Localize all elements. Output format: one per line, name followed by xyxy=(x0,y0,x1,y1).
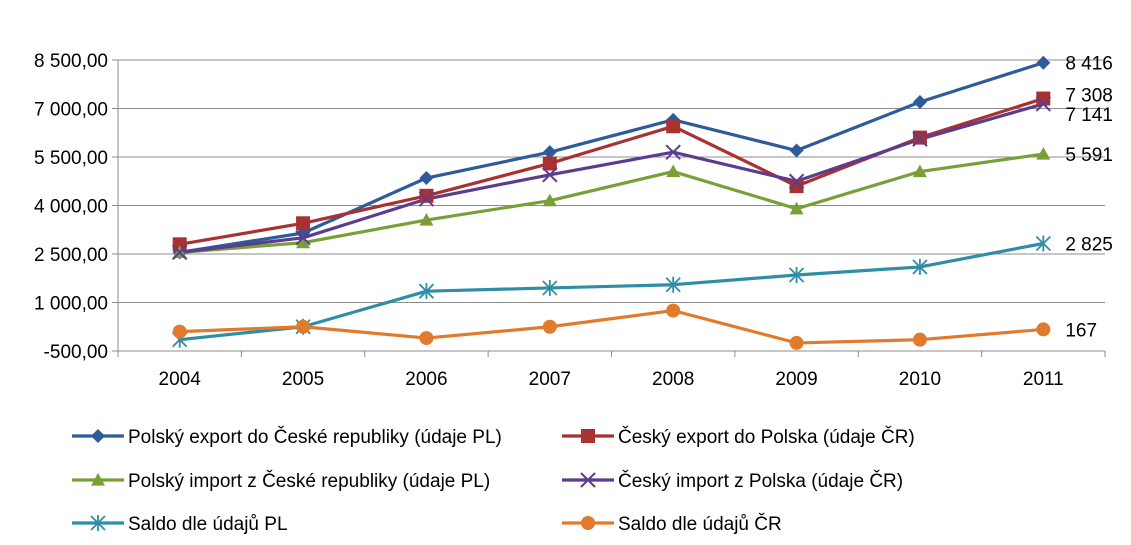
data-point xyxy=(912,130,927,145)
legend: Polský export do České republiky (údaje … xyxy=(72,426,915,535)
data-point xyxy=(295,230,311,246)
legend-item: Saldo dle údajů ČR xyxy=(562,513,782,535)
legend-label: Saldo dle údajů ČR xyxy=(618,513,782,535)
end-value-label: 167 xyxy=(1065,320,1097,341)
data-point xyxy=(789,335,804,350)
end-value-labels: 8 416 7 308 5 591 7 141 2 825 167 xyxy=(1065,54,1113,342)
x-tick-label: 2006 xyxy=(405,369,447,390)
data-point xyxy=(542,319,557,334)
series-line xyxy=(179,308,1044,345)
x-tick-label: 2010 xyxy=(899,369,941,390)
legend-label: Polský import z České republiky (údaje P… xyxy=(128,470,490,492)
y-tick-label: 7 000,00 xyxy=(34,100,108,121)
y-axis: -500,00 1 000,00 2 500,00 4 000,00 5 500,00 7… xyxy=(34,51,119,363)
y-tick-label: -500,00 xyxy=(44,342,108,363)
data-point xyxy=(789,143,804,158)
data-point xyxy=(912,164,927,178)
legend-item: Polský import z České republiky (údaje P… xyxy=(72,470,490,492)
x-tick-label: 2011 xyxy=(1023,369,1064,390)
data-point xyxy=(542,279,558,296)
data-point xyxy=(912,95,927,110)
data-point xyxy=(581,516,595,530)
data-point xyxy=(1036,91,1051,106)
data-point xyxy=(296,319,311,334)
data-point xyxy=(1036,147,1051,160)
end-value-label: 2 825 xyxy=(1065,234,1113,255)
data-point xyxy=(1035,96,1052,112)
x-tick-label: 2008 xyxy=(652,369,694,390)
x-axis: 2004 2005 2006 2007 2008 2009 2010 2011 xyxy=(117,351,1106,390)
legend-item: Saldo dle údajů PL xyxy=(72,514,288,535)
legend-label: Polský export do České republiky (údaje … xyxy=(128,426,502,448)
data-point xyxy=(666,119,681,134)
x-tick-label: 2009 xyxy=(775,369,817,390)
data-point xyxy=(666,164,681,178)
data-point xyxy=(419,331,434,346)
series-line xyxy=(179,61,1044,254)
data-point xyxy=(912,131,928,147)
data-point xyxy=(665,276,681,293)
data-point xyxy=(542,167,558,183)
data-point xyxy=(1035,235,1051,252)
y-tick-label: 5 500,00 xyxy=(34,148,108,169)
data-point xyxy=(581,429,595,443)
legend-item: Polský export do České republiky (údaje … xyxy=(72,426,502,448)
gridlines xyxy=(118,59,1105,352)
data-point xyxy=(542,145,557,160)
data-point xyxy=(419,171,434,186)
x-tick-label: 2005 xyxy=(282,369,324,390)
data-point xyxy=(419,188,434,203)
x-tick-label: 2007 xyxy=(529,369,571,390)
data-point xyxy=(580,472,596,488)
series-line xyxy=(179,102,1044,254)
data-point xyxy=(296,235,311,249)
end-value-label: 7 308 xyxy=(1065,86,1113,107)
data-point xyxy=(542,193,557,207)
legend-label: Český import z Polska (údaje ČR) xyxy=(618,470,903,492)
data-point xyxy=(418,283,435,300)
data-point xyxy=(296,216,311,231)
data-point xyxy=(542,156,557,171)
series-markers xyxy=(171,55,1052,350)
end-value-label: 7 141 xyxy=(1065,105,1113,126)
legend-label: Saldo dle údajů PL xyxy=(128,514,288,535)
data-point xyxy=(172,324,187,339)
series-line xyxy=(179,152,1044,254)
series-lines xyxy=(179,61,1044,345)
data-point xyxy=(789,179,804,194)
data-point xyxy=(666,303,681,318)
series-line xyxy=(179,241,1044,342)
y-tick-label: 1 000,00 xyxy=(34,294,108,315)
legend-item: Český export do Polska (údaje ČR) xyxy=(562,426,915,448)
data-point xyxy=(419,213,434,226)
end-value-label: 8 416 xyxy=(1065,54,1113,75)
data-point xyxy=(91,473,105,486)
data-point xyxy=(91,429,105,443)
data-point xyxy=(912,258,928,275)
legend-label: Český export do Polska (údaje ČR) xyxy=(618,426,915,448)
data-point xyxy=(90,515,106,531)
x-tick-label: 2004 xyxy=(159,369,202,390)
data-point xyxy=(1036,55,1051,70)
data-point xyxy=(789,201,804,215)
data-point xyxy=(912,332,927,347)
y-tick-label: 8 500,00 xyxy=(34,51,108,72)
y-tick-label: 2 500,00 xyxy=(34,245,108,266)
data-point xyxy=(665,144,681,160)
data-point xyxy=(1036,322,1051,337)
data-point xyxy=(788,173,805,189)
legend-item: Český import z Polska (údaje ČR) xyxy=(562,470,903,492)
data-point xyxy=(171,244,188,261)
y-tick-label: 4 000,00 xyxy=(34,197,108,218)
data-point xyxy=(418,191,435,207)
data-point xyxy=(788,267,805,284)
end-value-label: 5 591 xyxy=(1065,145,1113,166)
